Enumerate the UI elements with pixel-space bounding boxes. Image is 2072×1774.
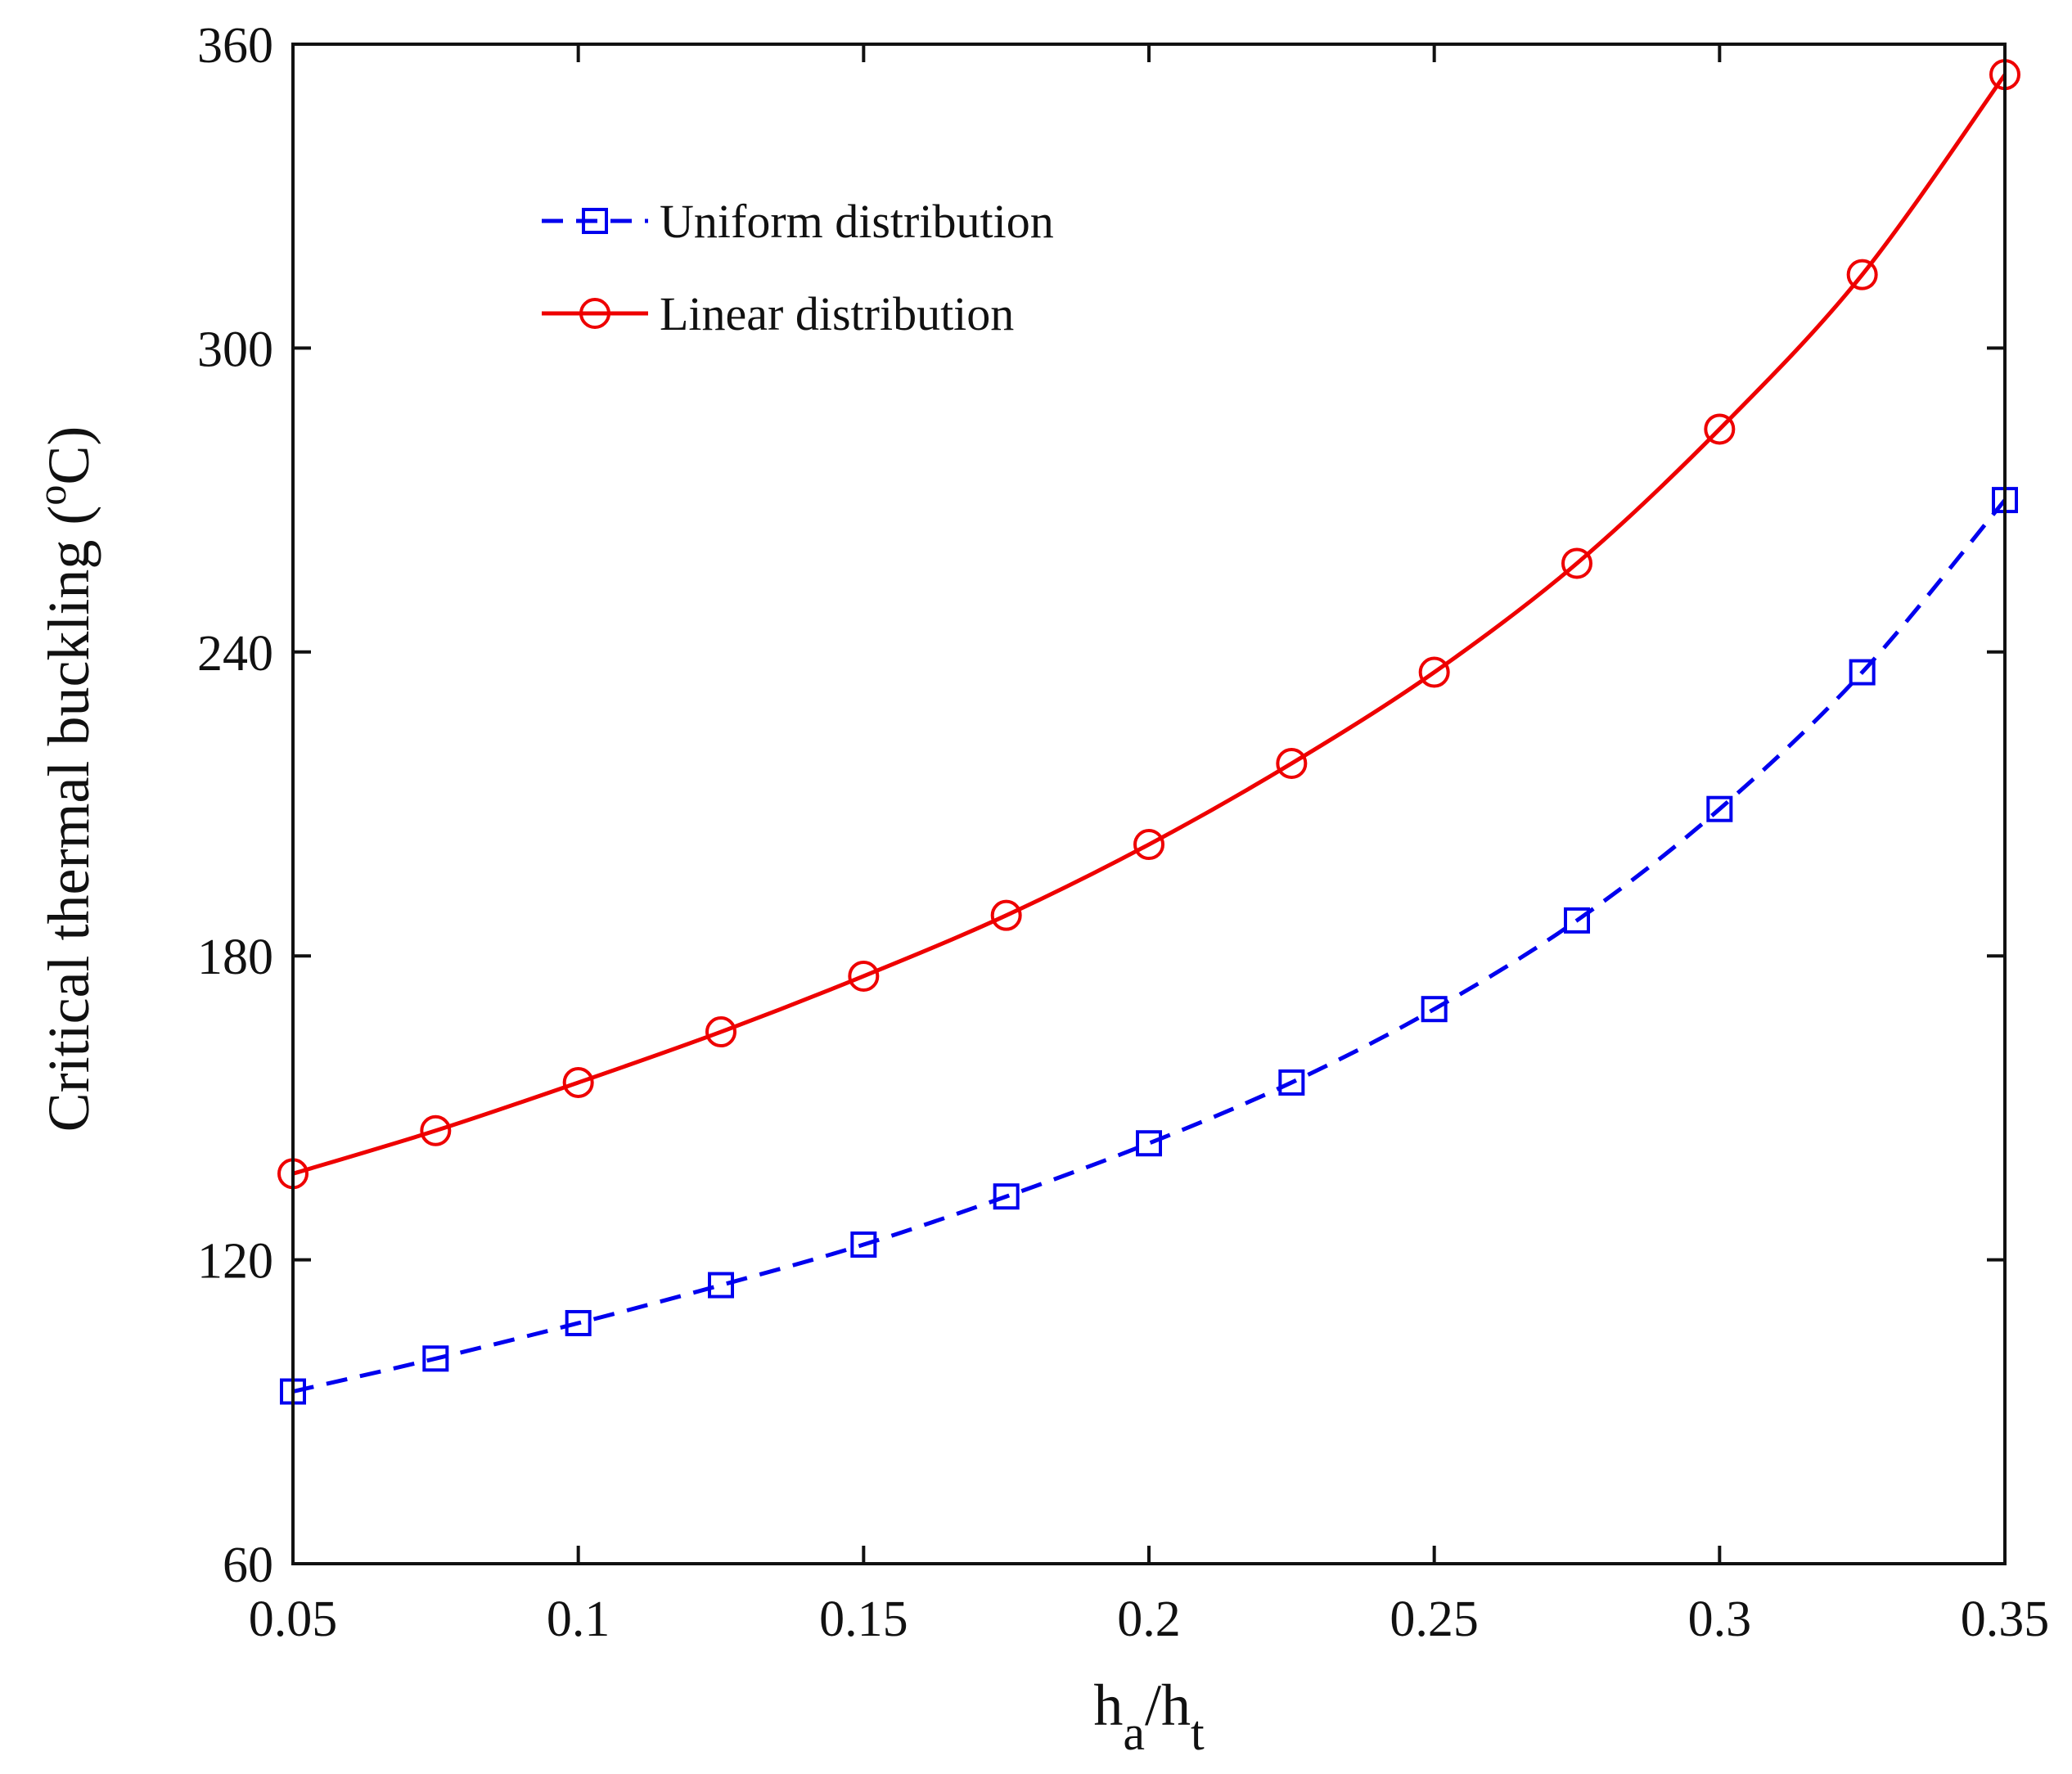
- data-point-linear-distribution: [990, 899, 1022, 931]
- data-point-uniform-distribution: [850, 1231, 877, 1258]
- data-point-linear-distribution: [848, 960, 880, 992]
- data-point-linear-distribution: [1704, 413, 1736, 445]
- data-point-uniform-distribution: [1706, 795, 1733, 822]
- y-tick-label: 360: [197, 18, 273, 74]
- series-linear-distribution: [277, 59, 2020, 1190]
- y-tick-label: 240: [197, 626, 273, 682]
- x-axis-title: ha/ht: [1093, 1673, 1205, 1760]
- x-tick-label: 0.15: [819, 1592, 908, 1647]
- y-tick-label: 300: [197, 322, 273, 377]
- legend: Uniform distribution Linear distribution: [542, 195, 1054, 340]
- data-point-uniform-distribution: [1136, 1130, 1162, 1157]
- x-tick-label: 0.35: [1961, 1592, 2050, 1647]
- series-line-linear-distribution: [292, 73, 2007, 1176]
- y-axis-title: Critical thermal buckling (oC): [29, 426, 101, 1132]
- data-point-linear-distribution: [420, 1114, 452, 1146]
- x-tick-label: 0.1: [547, 1592, 610, 1647]
- y-tick-label: 180: [197, 930, 273, 985]
- data-point-linear-distribution: [1133, 829, 1164, 861]
- data-point-uniform-distribution: [1849, 659, 1876, 686]
- tick-layer: [291, 43, 2007, 1565]
- data-point-uniform-distribution: [1421, 996, 1448, 1023]
- y-tick-labels: 60 120 180 240 300 360: [197, 18, 273, 1593]
- y-axis-title-sup-o: o: [29, 485, 74, 506]
- x-axis-title-sub-t: t: [1191, 1706, 1205, 1760]
- x-tick-labels: 0.05 0.1 0.15 0.2 0.25 0.3 0.35: [249, 1592, 2050, 1647]
- legend-marker-uniform-distribution: [582, 208, 608, 234]
- data-point-uniform-distribution: [1564, 907, 1590, 934]
- series-layer: [277, 59, 2020, 1405]
- data-point-linear-distribution: [705, 1016, 736, 1048]
- legend-marker-linear-distribution: [579, 298, 610, 329]
- data-point-linear-distribution: [1276, 747, 1308, 779]
- x-axis-title-sub-a: a: [1123, 1706, 1145, 1760]
- y-tick-label: 120: [197, 1234, 273, 1290]
- data-point-uniform-distribution: [708, 1272, 734, 1299]
- data-point-linear-distribution: [562, 1066, 594, 1098]
- data-point-linear-distribution: [1561, 547, 1592, 579]
- x-tick-label: 0.2: [1117, 1592, 1181, 1647]
- legend-label-uniform-distribution: Uniform distribution: [660, 195, 1054, 248]
- data-point-linear-distribution: [1846, 259, 1878, 290]
- data-point-uniform-distribution: [993, 1183, 1020, 1210]
- data-point-uniform-distribution: [422, 1345, 449, 1372]
- plot-background: [293, 44, 2005, 1564]
- x-tick-label: 0.3: [1688, 1592, 1752, 1647]
- x-tick-label: 0.05: [249, 1592, 338, 1647]
- legend-label-linear-distribution: Linear distribution: [660, 287, 1014, 340]
- data-point-linear-distribution: [1418, 656, 1450, 688]
- x-tick-label: 0.25: [1390, 1592, 1479, 1647]
- data-point-uniform-distribution: [1278, 1069, 1305, 1096]
- y-tick-label: 60: [223, 1538, 273, 1593]
- series-line-uniform-distribution: [292, 498, 2007, 1394]
- data-point-uniform-distribution: [565, 1309, 592, 1336]
